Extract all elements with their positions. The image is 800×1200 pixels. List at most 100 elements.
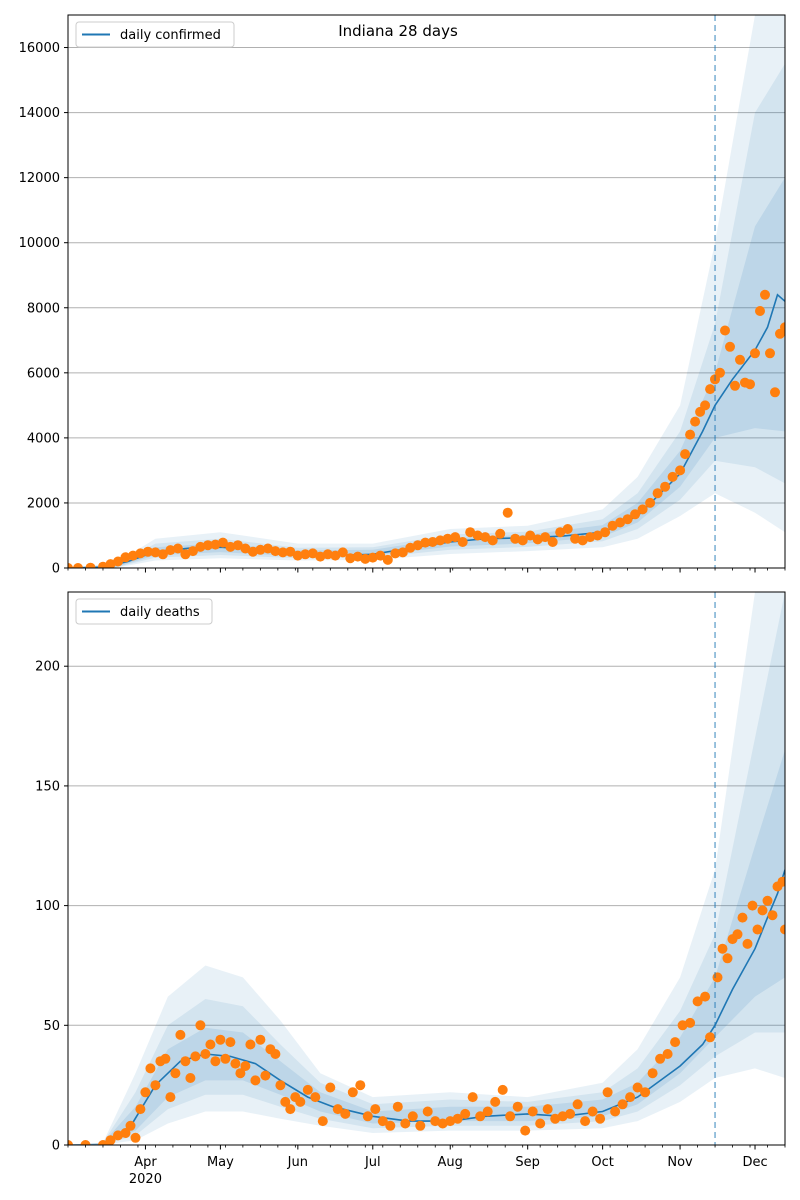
- observed-point: [512, 1101, 523, 1112]
- y-tick-label: 200: [35, 660, 60, 675]
- observed-point: [517, 535, 528, 546]
- plot-area: [68, 15, 785, 568]
- observed-point: [450, 532, 461, 543]
- observed-point: [610, 1106, 621, 1117]
- observed-point: [540, 532, 551, 543]
- observed-point: [730, 380, 740, 391]
- legend: daily confirmed: [75, 21, 235, 48]
- observed-point: [310, 1092, 321, 1103]
- plot-area: [68, 592, 785, 1145]
- observed-point: [720, 325, 730, 336]
- observed-point: [717, 943, 728, 954]
- x-year-label: 2020: [129, 1172, 162, 1187]
- observed-point: [510, 533, 521, 544]
- uncertainty-band: [68, 63, 785, 568]
- y-tick-label: 10000: [19, 236, 60, 251]
- observed-point: [750, 348, 760, 359]
- observed-point: [405, 542, 416, 553]
- observed-point: [602, 1087, 613, 1098]
- observed-point: [195, 1020, 206, 1031]
- observed-point: [400, 1118, 411, 1129]
- observed-point: [330, 550, 341, 561]
- observed-point: [525, 530, 536, 541]
- observed-point: [700, 400, 711, 411]
- observed-point: [737, 912, 748, 923]
- confirmed-panel: 0 2000 4000 6000 8000 10000 12000 14000 16000 dai…: [19, 14, 786, 577]
- observed-point: [472, 530, 483, 541]
- observed-point: [270, 546, 281, 557]
- observed-point: [105, 1135, 116, 1145]
- y-tick-label: 16000: [19, 41, 60, 56]
- observed-point: [457, 537, 468, 547]
- observed-point: [240, 1061, 251, 1071]
- observed-point: [210, 539, 221, 550]
- observed-point: [315, 551, 326, 562]
- observed-point: [745, 379, 755, 390]
- observed-point: [180, 1056, 191, 1067]
- observed-point: [260, 1070, 271, 1081]
- observed-point: [580, 1116, 591, 1127]
- x-tick-label: Aug: [438, 1155, 463, 1170]
- observed-point: [520, 1125, 531, 1136]
- observed-point: [722, 953, 733, 964]
- legend-box: [75, 598, 213, 625]
- observed-point: [120, 552, 131, 563]
- observed-point: [592, 530, 603, 541]
- y-tick-label: 0: [52, 1139, 60, 1154]
- observed-point: [300, 549, 311, 560]
- y-tick-label: 4000: [27, 431, 60, 446]
- observed-point: [550, 1113, 561, 1124]
- observed-point: [255, 544, 266, 555]
- observed-point: [437, 1118, 448, 1129]
- observed-point: [685, 429, 696, 440]
- observed-point: [370, 1104, 381, 1115]
- observed-point: [142, 546, 153, 557]
- observed-point: [427, 537, 438, 547]
- observed-point: [382, 554, 393, 565]
- observed-point: [780, 924, 785, 935]
- observed-point: [690, 416, 701, 427]
- legend: daily deaths: [75, 598, 213, 625]
- observed-point: [277, 547, 288, 558]
- observed-point: [98, 1140, 108, 1145]
- observed-point: [362, 1111, 373, 1122]
- observed-point: [715, 367, 725, 378]
- observed-point: [202, 540, 213, 551]
- observed-point: [145, 1063, 156, 1074]
- observed-point: [762, 895, 773, 906]
- observed-point: [475, 1111, 486, 1122]
- observed-point: [275, 1080, 286, 1091]
- observed-point: [322, 549, 333, 560]
- y-tick-label: 100: [35, 899, 60, 914]
- figure-title: Indiana 28 days: [338, 22, 458, 40]
- observed-point: [542, 1104, 553, 1115]
- y-tick-label: 6000: [27, 366, 60, 381]
- observed-point: [397, 547, 408, 558]
- legend-label: daily deaths: [120, 605, 200, 620]
- observed-point: [570, 533, 581, 544]
- observed-point: [482, 1106, 493, 1117]
- observed-point: [535, 1118, 546, 1129]
- y-tick-label: 0: [52, 562, 60, 577]
- observed-point: [375, 550, 386, 561]
- observed-point: [460, 1108, 471, 1119]
- observed-point: [445, 1116, 456, 1127]
- x-tick-label: May: [207, 1155, 234, 1170]
- observed-point: [407, 1111, 418, 1122]
- observed-point: [652, 488, 663, 499]
- axes-frame: [67, 14, 786, 569]
- observed-point: [705, 1032, 716, 1043]
- observed-point: [622, 514, 633, 525]
- observed-point: [295, 1096, 306, 1107]
- observed-point: [377, 1116, 388, 1127]
- observed-point: [280, 1096, 291, 1107]
- observed-point: [607, 520, 618, 531]
- observed-point: [157, 549, 168, 560]
- y-tick-label: 12000: [19, 171, 60, 186]
- observed-point: [680, 449, 691, 460]
- observed-point: [98, 561, 108, 568]
- observed-point: [752, 924, 763, 935]
- observed-point: [225, 1037, 236, 1048]
- observed-point: [765, 348, 775, 359]
